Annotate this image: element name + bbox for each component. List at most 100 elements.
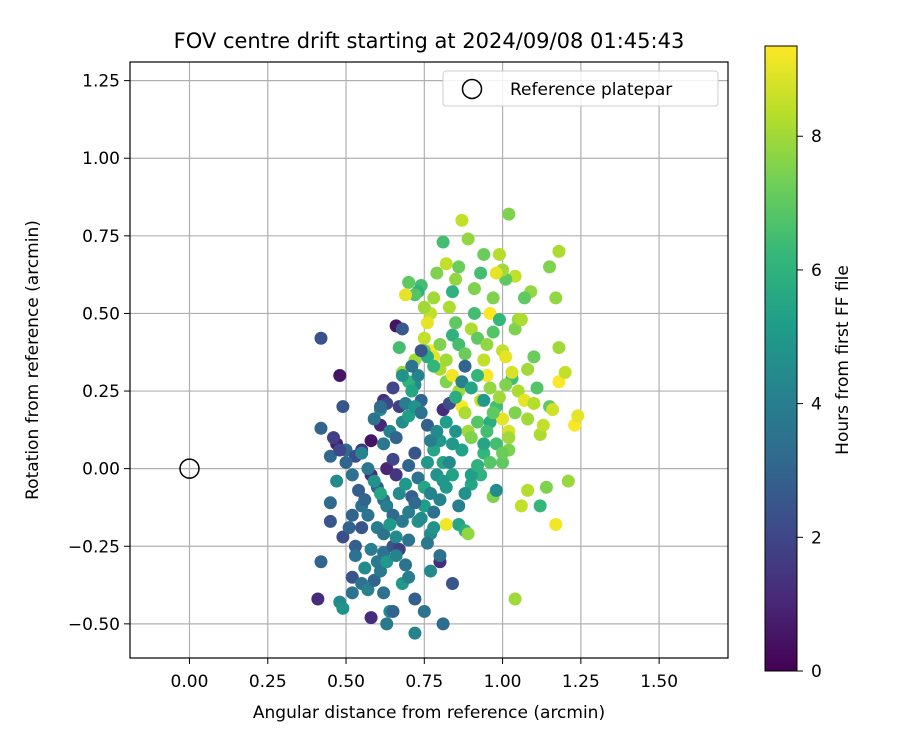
- data-point: [420, 536, 434, 550]
- data-point: [314, 555, 328, 569]
- data-point: [383, 518, 397, 532]
- data-point: [549, 291, 563, 305]
- data-point: [445, 437, 459, 451]
- data-point: [336, 530, 350, 544]
- data-point: [471, 369, 485, 383]
- data-point: [439, 415, 453, 429]
- data-point: [543, 260, 557, 274]
- data-point: [405, 359, 419, 373]
- legend: Reference platepar: [442, 70, 719, 107]
- data-point: [502, 431, 516, 445]
- data-point: [417, 604, 431, 618]
- data-point: [458, 486, 472, 500]
- data-point: [345, 570, 359, 584]
- data-point: [386, 381, 400, 395]
- data-point: [336, 601, 350, 615]
- data-point: [467, 306, 481, 320]
- data-point: [508, 592, 522, 606]
- data-point: [424, 564, 438, 578]
- data-point: [455, 375, 469, 389]
- data-point: [424, 434, 438, 448]
- data-point: [530, 381, 544, 395]
- data-point: [380, 617, 394, 631]
- data-point: [333, 443, 347, 457]
- data-point: [367, 412, 381, 426]
- data-point: [477, 446, 491, 460]
- data-point: [345, 508, 359, 522]
- data-point: [474, 266, 488, 280]
- data-point: [464, 322, 478, 336]
- data-point: [427, 359, 441, 373]
- data-point: [380, 499, 394, 513]
- data-point: [361, 583, 375, 597]
- data-point: [417, 300, 431, 314]
- data-point: [445, 577, 459, 590]
- data-point: [477, 247, 491, 261]
- data-point: [486, 291, 500, 305]
- data-point: [508, 406, 522, 420]
- colorbar-tick-label: 6: [811, 261, 822, 281]
- data-point: [436, 617, 450, 631]
- data-point: [552, 244, 566, 258]
- data-point: [408, 446, 422, 460]
- data-point: [420, 316, 434, 330]
- data-point: [424, 486, 438, 500]
- y-tick-label: 1.25: [82, 72, 120, 92]
- colorbar-tick-label: 4: [811, 395, 822, 415]
- data-point: [402, 459, 416, 473]
- x-tick-label: 0.50: [327, 672, 365, 692]
- data-point: [414, 406, 428, 420]
- data-point: [373, 400, 387, 414]
- data-point: [539, 480, 553, 494]
- data-point: [571, 409, 585, 423]
- data-point: [373, 564, 387, 578]
- x-axis-label: Angular distance from reference (arcmin): [253, 703, 605, 723]
- data-point: [364, 542, 378, 556]
- data-point: [427, 291, 441, 305]
- data-point: [549, 518, 563, 532]
- data-point: [399, 288, 413, 302]
- data-point: [483, 306, 497, 320]
- colorbar-label: Hours from first FF file: [833, 265, 853, 455]
- data-point: [323, 514, 337, 528]
- data-point: [521, 483, 535, 497]
- data-point: [389, 431, 403, 445]
- data-point: [355, 521, 369, 535]
- data-point: [395, 322, 409, 336]
- y-tick-label: 1.00: [82, 149, 120, 169]
- colorbar-tick-label: 2: [811, 528, 822, 548]
- data-point: [439, 257, 453, 271]
- data-point: [392, 486, 406, 500]
- data-point: [414, 344, 428, 358]
- data-point: [499, 378, 513, 392]
- y-tick-label: −0.25: [68, 537, 120, 557]
- data-point: [521, 362, 535, 376]
- data-point: [411, 471, 425, 485]
- data-point: [561, 474, 575, 488]
- data-point: [417, 331, 431, 345]
- data-point: [452, 499, 466, 513]
- data-point: [496, 455, 510, 469]
- data-point: [327, 431, 341, 445]
- data-point: [311, 592, 325, 606]
- data-point: [445, 369, 459, 383]
- data-point: [339, 455, 353, 469]
- data-point: [489, 437, 503, 451]
- data-point: [492, 390, 506, 404]
- data-point: [499, 350, 513, 364]
- data-point: [323, 449, 337, 463]
- data-point: [389, 468, 403, 482]
- data-point: [496, 446, 510, 460]
- data-point: [333, 369, 347, 383]
- data-point: [452, 337, 466, 351]
- y-tick-label: 0.00: [82, 460, 120, 480]
- data-point: [402, 533, 416, 547]
- data-point: [392, 341, 406, 355]
- data-point: [442, 300, 456, 314]
- data-point: [361, 462, 375, 476]
- data-point: [483, 455, 497, 469]
- data-point: [364, 434, 378, 448]
- data-point: [439, 518, 453, 532]
- data-point: [352, 483, 366, 497]
